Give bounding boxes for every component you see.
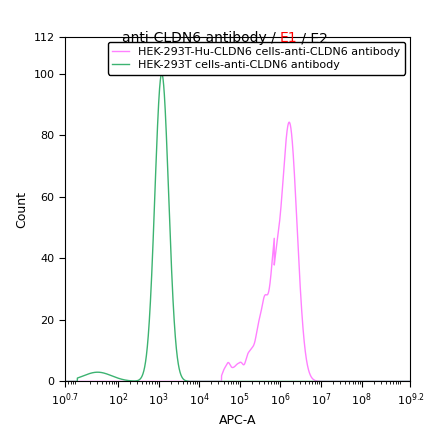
HEK-293T-Hu-CLDN6 cells-anti-CLDN6 antibody	[407, 379, 412, 384]
HEK-293T-Hu-CLDN6 cells-anti-CLDN6 antibody	[286, 119, 291, 125]
HEK-293T-Hu-CLDN6 cells-anti-CLDN6 antibody	[80, 379, 85, 384]
HEK-293T-Hu-CLDN6 cells-anti-CLDN6 antibody	[281, 158, 286, 164]
HEK-293T cells-anti-CLDN6 antibody	[266, 379, 272, 384]
Y-axis label: Count: Count	[15, 191, 28, 228]
HEK-293T cells-anti-CLDN6 antibody	[62, 379, 67, 384]
Text: E1: E1	[279, 31, 297, 45]
Text: anti-CLDN6 antibody /: anti-CLDN6 antibody /	[121, 31, 279, 45]
Line: HEK-293T cells-anti-CLDN6 antibody: HEK-293T cells-anti-CLDN6 antibody	[65, 74, 410, 381]
HEK-293T cells-anti-CLDN6 antibody	[80, 373, 85, 379]
HEK-293T cells-anti-CLDN6 antibody	[187, 379, 192, 384]
HEK-293T cells-anti-CLDN6 antibody	[159, 71, 164, 76]
HEK-293T cells-anti-CLDN6 antibody	[281, 379, 286, 384]
HEK-293T-Hu-CLDN6 cells-anti-CLDN6 antibody	[62, 379, 67, 384]
Legend: HEK-293T-Hu-CLDN6 cells-anti-CLDN6 antibody, HEK-293T cells-anti-CLDN6 antibody: HEK-293T-Hu-CLDN6 cells-anti-CLDN6 antib…	[108, 42, 404, 75]
HEK-293T cells-anti-CLDN6 antibody	[318, 379, 323, 384]
HEK-293T-Hu-CLDN6 cells-anti-CLDN6 antibody	[318, 379, 323, 384]
HEK-293T cells-anti-CLDN6 antibody	[336, 379, 341, 384]
HEK-293T cells-anti-CLDN6 antibody	[407, 379, 412, 384]
X-axis label: APC-A: APC-A	[219, 414, 256, 427]
HEK-293T-Hu-CLDN6 cells-anti-CLDN6 antibody	[336, 379, 341, 384]
Text: / E2: / E2	[297, 31, 328, 45]
HEK-293T-Hu-CLDN6 cells-anti-CLDN6 antibody	[187, 379, 192, 384]
HEK-293T-Hu-CLDN6 cells-anti-CLDN6 antibody	[266, 286, 272, 291]
Line: HEK-293T-Hu-CLDN6 cells-anti-CLDN6 antibody: HEK-293T-Hu-CLDN6 cells-anti-CLDN6 antib…	[65, 122, 410, 381]
